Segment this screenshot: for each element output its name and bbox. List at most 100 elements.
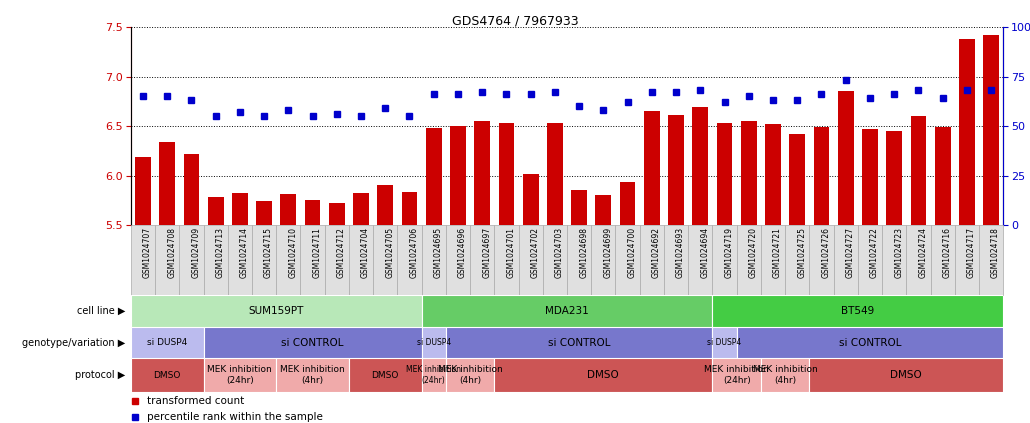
Bar <box>329 203 345 225</box>
Bar <box>305 200 320 225</box>
Bar <box>446 327 713 358</box>
Text: DMSO: DMSO <box>372 371 399 379</box>
Bar <box>131 358 204 392</box>
Bar <box>349 358 421 392</box>
Text: cell line ▶: cell line ▶ <box>77 306 126 316</box>
Bar <box>858 225 882 295</box>
Bar <box>280 194 297 225</box>
Text: GSM1024701: GSM1024701 <box>507 227 515 278</box>
Text: GSM1024705: GSM1024705 <box>385 227 394 278</box>
Bar <box>566 225 591 295</box>
Bar <box>984 35 999 225</box>
Bar <box>664 225 688 295</box>
Bar <box>160 142 175 225</box>
Bar <box>572 190 587 225</box>
Text: si DUSP4: si DUSP4 <box>416 338 451 347</box>
Bar <box>935 127 951 225</box>
Text: genotype/variation ▶: genotype/variation ▶ <box>23 338 126 348</box>
Text: GSM1024713: GSM1024713 <box>215 227 225 278</box>
Bar <box>276 225 301 295</box>
Text: GSM1024698: GSM1024698 <box>579 227 588 278</box>
Text: si CONTROL: si CONTROL <box>838 338 901 348</box>
Text: GSM1024704: GSM1024704 <box>362 227 370 278</box>
Bar <box>930 225 955 295</box>
Text: GSM1024697: GSM1024697 <box>482 227 491 278</box>
Bar <box>713 295 1003 327</box>
Text: si DUSP4: si DUSP4 <box>147 338 187 347</box>
Text: GSM1024715: GSM1024715 <box>264 227 273 278</box>
Bar <box>373 225 398 295</box>
Bar <box>595 195 611 225</box>
Text: DMSO: DMSO <box>587 370 619 380</box>
Text: GSM1024721: GSM1024721 <box>772 227 782 278</box>
Text: MEK inhibition
(24hr): MEK inhibition (24hr) <box>406 365 461 385</box>
Bar <box>402 192 417 225</box>
Text: BT549: BT549 <box>842 306 874 316</box>
Text: MEK inhibition
(24hr): MEK inhibition (24hr) <box>705 365 769 385</box>
Bar <box>377 185 393 225</box>
Bar <box>301 225 324 295</box>
Bar <box>785 225 810 295</box>
Bar <box>228 225 252 295</box>
Text: GSM1024699: GSM1024699 <box>604 227 613 278</box>
Text: GSM1024707: GSM1024707 <box>143 227 152 278</box>
Bar <box>475 121 490 225</box>
Bar <box>543 225 568 295</box>
Bar <box>421 327 446 358</box>
Text: GSM1024702: GSM1024702 <box>530 227 540 278</box>
Bar <box>232 193 248 225</box>
Bar <box>131 327 204 358</box>
Bar <box>494 225 518 295</box>
Bar <box>156 225 179 295</box>
Bar <box>183 154 199 225</box>
Bar <box>906 225 930 295</box>
Bar <box>131 225 156 295</box>
Text: GSM1024710: GSM1024710 <box>288 227 298 278</box>
Text: GSM1024708: GSM1024708 <box>167 227 176 278</box>
Text: GSM1024723: GSM1024723 <box>894 227 903 278</box>
Text: GSM1024716: GSM1024716 <box>942 227 952 278</box>
Text: SUM159PT: SUM159PT <box>248 306 304 316</box>
Text: GSM1024696: GSM1024696 <box>458 227 467 278</box>
Text: GSM1024718: GSM1024718 <box>991 227 1000 278</box>
Bar <box>425 128 442 225</box>
Bar <box>741 121 757 225</box>
Bar <box>421 225 446 295</box>
Text: GSM1024692: GSM1024692 <box>652 227 661 278</box>
Text: GSM1024726: GSM1024726 <box>822 227 830 278</box>
Text: MEK inhibition
(24hr): MEK inhibition (24hr) <box>207 365 272 385</box>
Bar <box>692 107 709 225</box>
Bar <box>978 225 1003 295</box>
Text: GSM1024712: GSM1024712 <box>337 227 346 278</box>
Bar <box>518 225 543 295</box>
Bar <box>837 91 854 225</box>
Text: GSM1024711: GSM1024711 <box>312 227 321 278</box>
Bar <box>911 116 926 225</box>
Text: GSM1024717: GSM1024717 <box>967 227 975 278</box>
Bar <box>131 295 421 327</box>
Bar <box>644 111 659 225</box>
Bar <box>398 225 421 295</box>
Bar <box>499 123 514 225</box>
Bar <box>135 157 150 225</box>
Bar <box>833 225 858 295</box>
Text: GSM1024700: GSM1024700 <box>627 227 637 278</box>
Bar <box>470 225 494 295</box>
Bar <box>591 225 616 295</box>
Bar <box>204 327 421 358</box>
Bar <box>252 225 276 295</box>
Bar <box>620 182 636 225</box>
Bar <box>179 225 204 295</box>
Bar <box>446 358 494 392</box>
Bar <box>959 39 974 225</box>
Text: GSM1024706: GSM1024706 <box>410 227 418 278</box>
Bar <box>204 358 276 392</box>
Text: GSM1024727: GSM1024727 <box>846 227 855 278</box>
Bar <box>421 358 446 392</box>
Bar <box>421 295 713 327</box>
Text: MEK inhibition
(4hr): MEK inhibition (4hr) <box>280 365 345 385</box>
Text: si CONTROL: si CONTROL <box>548 338 611 348</box>
Text: GSM1024703: GSM1024703 <box>555 227 563 278</box>
Text: GDS4764 / 7967933: GDS4764 / 7967933 <box>452 15 578 28</box>
Text: GSM1024714: GSM1024714 <box>240 227 249 278</box>
